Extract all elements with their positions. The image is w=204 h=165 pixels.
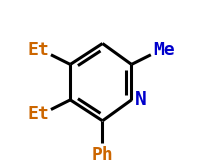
Text: Ph: Ph <box>91 146 113 164</box>
Text: Et: Et <box>27 105 49 123</box>
Text: Et: Et <box>27 41 49 59</box>
Text: Me: Me <box>152 41 174 59</box>
Text: N: N <box>134 90 146 109</box>
